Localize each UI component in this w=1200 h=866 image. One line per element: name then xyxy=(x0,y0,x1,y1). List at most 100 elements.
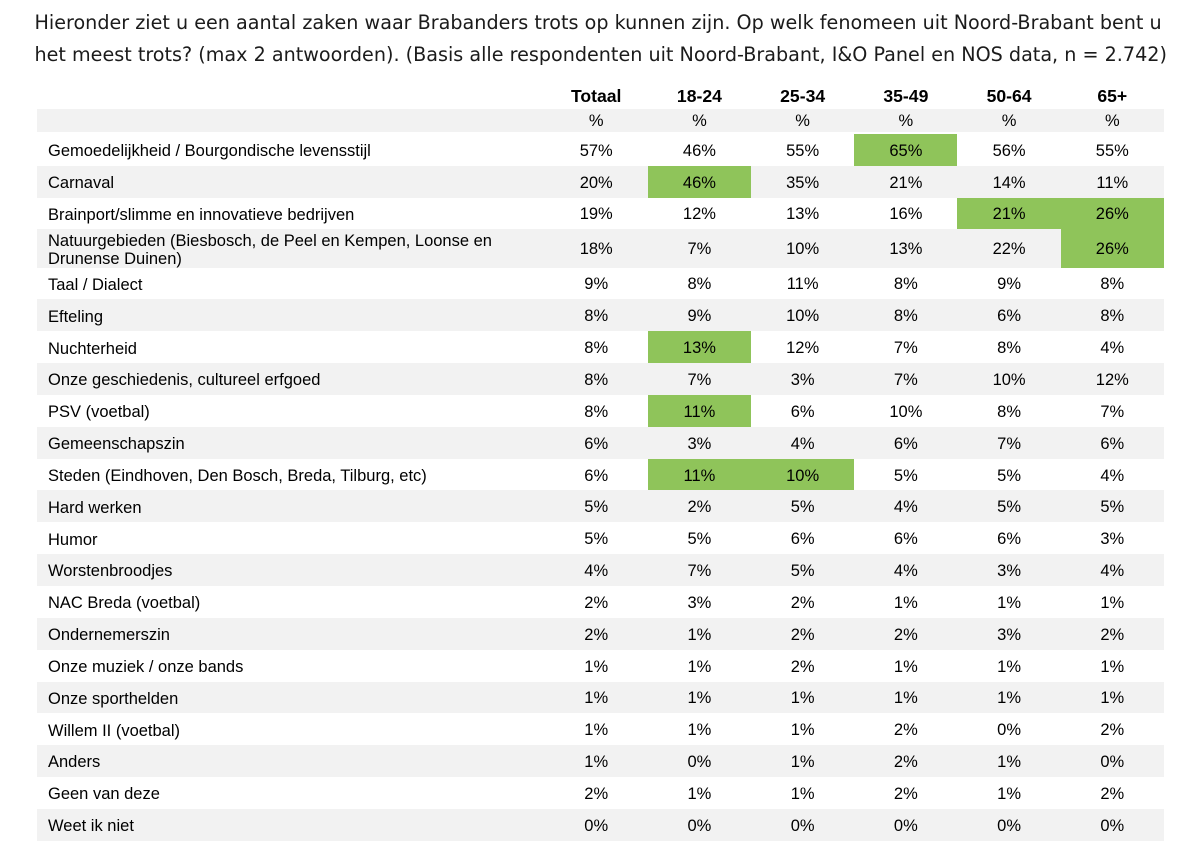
value-cell: 2% xyxy=(584,593,609,612)
value-cell: 10% xyxy=(786,240,820,259)
value-cell: 1% xyxy=(997,753,1021,772)
row-label: PSV (voetbal) xyxy=(48,403,150,422)
value-cell: 10% xyxy=(786,307,820,326)
row-label: Carnaval xyxy=(48,173,115,192)
value-cell: 4% xyxy=(893,498,918,517)
table-row: Nuchterheid 8% 13% 12% 7% 8% 4% xyxy=(37,331,1164,364)
value-cell: 7% xyxy=(687,371,712,390)
value-cell: 5% xyxy=(893,466,918,485)
value-cell: 11% xyxy=(786,275,819,294)
value-cell: 21% xyxy=(889,173,923,192)
table-row: Brainport/slimme en innovatieve bedrijve… xyxy=(37,197,1164,230)
value-cell: 6% xyxy=(997,307,1021,326)
row-label: Efteling xyxy=(48,307,104,326)
value-cell: 1% xyxy=(687,784,712,803)
row-label: Steden (Eindhoven, Den Bosch, Breda, Til… xyxy=(48,466,427,485)
value-cell: 0% xyxy=(1100,816,1125,835)
value-cell: 8% xyxy=(687,275,712,294)
row-label: Gemeenschapszin xyxy=(48,435,185,454)
row-label: NAC Breda (voetbal) xyxy=(48,594,201,613)
value-cell: 1% xyxy=(997,689,1021,708)
value-cell: 11% xyxy=(1096,173,1129,192)
table-row: Onze geschiedenis, cultureel erfgoed 8% 7%… xyxy=(37,363,1164,395)
table-row: PSV (voetbal) 8% 11% 6% 10% 8% 7% xyxy=(37,394,1164,427)
unit-cell-25-34: % xyxy=(795,112,810,131)
value-cell: 4% xyxy=(1100,466,1125,485)
row-label: Weet ik niet xyxy=(48,817,134,836)
value-cell: 12% xyxy=(1095,371,1129,390)
row-label: Anders xyxy=(48,753,101,772)
value-cell: 6% xyxy=(790,530,815,549)
value-cell: 7% xyxy=(687,240,712,259)
value-cell: 1% xyxy=(1100,657,1125,676)
value-cell-highlighted: 21% xyxy=(957,197,1061,230)
column-header-18-24: 18-24 xyxy=(676,86,722,107)
value-cell: 14% xyxy=(992,173,1026,192)
table-row: Weet ik niet 0% 0% 0% 0% 0% 0% xyxy=(37,808,1164,841)
value-cell: 5% xyxy=(584,498,609,517)
value-cell: 0% xyxy=(687,753,712,772)
value-cell: 2% xyxy=(790,593,815,612)
column-header-Totaal: Totaal xyxy=(570,86,622,107)
value-cell: 9% xyxy=(687,307,712,326)
row-label: Worstenbroodjes xyxy=(48,562,173,581)
row-label: Humor xyxy=(48,530,98,549)
value-cell: 4% xyxy=(1100,339,1125,358)
table-row: Onze muziek / onze bands 1% 1% 2% 1% 1% 1% xyxy=(37,650,1164,682)
table-row: Gemoedelijkheid / Bourgondische levensst… xyxy=(37,133,1164,166)
title-line-2: het meest trots? (max 2 antwoorden). (Ba… xyxy=(34,43,1167,67)
value-cell-highlighted: 11% xyxy=(647,458,752,491)
value-cell: 2% xyxy=(584,784,609,803)
value-cell: 6% xyxy=(997,530,1021,549)
value-cell: 8% xyxy=(584,307,609,326)
value-cell: 3% xyxy=(687,593,712,612)
value-cell: 2% xyxy=(687,498,712,517)
value-cell: 8% xyxy=(893,275,918,294)
table-row: Steden (Eindhoven, Den Bosch, Breda, Til… xyxy=(37,458,1164,491)
value-cell: 57% xyxy=(579,141,613,160)
table-row: Ondernemerszin 2% 1% 2% 2% 3% 2% xyxy=(37,617,1164,650)
value-cell: 9% xyxy=(997,275,1021,294)
unit-cell-65+: % xyxy=(1104,112,1120,131)
value-cell: 20% xyxy=(579,173,613,192)
unit-cell-18-24: % xyxy=(692,112,707,131)
table-row: Willem II (voetbal) 1% 1% 1% 2% 0% 2% xyxy=(37,713,1164,745)
table-row: Natuurgebieden (Biesbosch, de Peel en Ke… xyxy=(37,229,1164,268)
value-cell: 1% xyxy=(1100,689,1125,708)
value-cell: 0% xyxy=(997,816,1021,835)
value-cell: 5% xyxy=(584,530,609,549)
row-label: Nuchterheid xyxy=(48,339,137,358)
table-row: Onze sporthelden 1% 1% 1% 1% 1% 1% xyxy=(37,681,1164,714)
value-cell: 2% xyxy=(790,657,815,676)
value-cell: 5% xyxy=(997,498,1021,517)
value-cell: 5% xyxy=(687,530,712,549)
value-cell: 6% xyxy=(790,402,815,421)
value-cell: 1% xyxy=(687,721,712,740)
value-cell: 7% xyxy=(1100,402,1125,421)
value-cell: 0% xyxy=(790,816,815,835)
value-cell: 1% xyxy=(584,689,609,708)
row-label: Ondernemerszin xyxy=(48,626,170,645)
value-cell: 19% xyxy=(579,205,613,224)
title-line-1: Hieronder ziet u een aantal zaken waar B… xyxy=(34,10,1162,34)
value-cell: 46% xyxy=(682,141,716,160)
value-cell: 0% xyxy=(687,816,712,835)
value-cell: 6% xyxy=(584,434,609,453)
value-cell: 22% xyxy=(992,240,1026,259)
value-cell: 1% xyxy=(687,689,712,708)
value-cell: 5% xyxy=(997,466,1021,485)
value-cell: 1% xyxy=(997,784,1021,803)
value-cell: 0% xyxy=(893,816,918,835)
table-row: Worstenbroodjes 4% 7% 5% 4% 3% 4% xyxy=(37,554,1164,586)
table-row: Anders 1% 0% 1% 2% 1% 0% xyxy=(37,745,1164,778)
value-cell: 6% xyxy=(893,434,918,453)
table-row: Humor 5% 5% 6% 6% 6% 3% xyxy=(37,522,1164,554)
value-cell: 4% xyxy=(1100,562,1125,581)
value-cell: 6% xyxy=(584,466,609,485)
row-label: Gemoedelijkheid / Bourgondische levensst… xyxy=(48,142,371,161)
value-cell: 56% xyxy=(992,141,1026,160)
row-label: Hard werken xyxy=(48,498,142,517)
value-cell: 1% xyxy=(584,721,609,740)
value-cell: 8% xyxy=(584,371,609,390)
unit-row: %%%%%% xyxy=(37,108,1164,132)
